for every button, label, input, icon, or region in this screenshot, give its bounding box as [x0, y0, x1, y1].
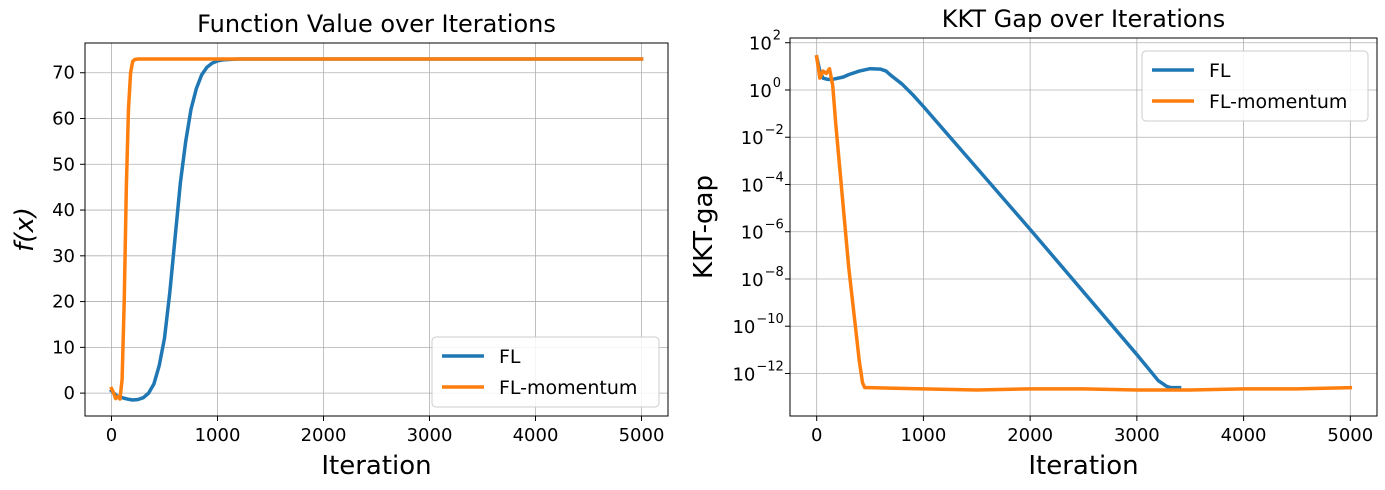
y-tick-label-exponent: −2	[765, 123, 784, 138]
y-tick-label-base: 10	[741, 270, 764, 291]
y-tick-label: 40	[52, 200, 75, 221]
y-tick-label-exponent: 0	[773, 76, 781, 91]
x-tick-label: 0	[811, 425, 822, 446]
y-tick-label: 30	[52, 246, 75, 267]
y-tick-label: 70	[52, 63, 75, 84]
y-tick-label: 10	[52, 337, 75, 358]
legend: FL FL-momentum	[431, 336, 660, 408]
x-tick-label: 3000	[407, 425, 453, 446]
y-tick-label: 50	[52, 154, 75, 175]
y-tick-label-exponent: 2	[773, 29, 781, 44]
chart-title: Function Value over Iterations	[197, 10, 556, 38]
series-group	[109, 57, 644, 402]
x-tick-label: 4000	[1221, 425, 1267, 446]
y-tick-label-base: 10	[732, 317, 755, 338]
x-axis-label: Iteration	[321, 451, 431, 481]
x-tick-label: 0	[106, 425, 117, 446]
y-tick-label: 0	[64, 383, 75, 404]
y-tick-label: 20	[52, 292, 75, 313]
y-tick-label-base: 10	[741, 223, 764, 244]
legend: FL FL-momentum	[1141, 50, 1369, 122]
y-tick-label-exponent: −10	[756, 312, 783, 327]
x-tick-label: 5000	[1327, 425, 1373, 446]
series-line-fl-momentum	[109, 57, 644, 401]
axes-frame	[789, 37, 1378, 417]
y-axis-label: f(x)	[10, 207, 40, 252]
x-tick-label: 5000	[619, 425, 665, 446]
series-line-fl-momentum	[814, 54, 1353, 392]
y-tick-label-exponent: −8	[765, 265, 784, 280]
y-tick-label-base: 10	[732, 364, 755, 385]
chart-title: KKT Gap over Iterations	[942, 5, 1226, 33]
legend-label: FL	[499, 346, 521, 368]
legend-label: FL-momentum	[499, 377, 637, 399]
x-tick-label: 3000	[1114, 425, 1160, 446]
y-tick-label-exponent: −12	[756, 359, 783, 374]
y-tick-label-base: 10	[741, 175, 764, 196]
x-tick-label: 1000	[195, 425, 241, 446]
y-tick-label-base: 10	[749, 81, 772, 102]
legend-box	[431, 336, 660, 408]
x-tick-label: 4000	[513, 425, 559, 446]
y-tick-label: 60	[52, 109, 75, 130]
y-tick-label-exponent: −6	[765, 218, 784, 233]
y-tick-label-exponent: −4	[765, 170, 784, 185]
legend-box	[1141, 50, 1369, 122]
legend-label: FL	[1209, 60, 1231, 82]
series-group	[814, 54, 1353, 392]
y-tick-label-base: 10	[741, 128, 764, 149]
y-axis-label: KKT-gap	[689, 175, 719, 279]
x-tick-label: 1000	[901, 425, 947, 446]
axes-frame	[84, 42, 669, 417]
x-tick-label: 2000	[301, 425, 347, 446]
function-value-panel: 0 1000 2000 3000 4000 5000 0 10 20 30 40 50 60 70 Func…	[10, 10, 669, 481]
legend-label: FL-momentum	[1209, 91, 1347, 113]
x-axis-label: Iteration	[1028, 451, 1138, 481]
x-tick-label: 2000	[1007, 425, 1053, 446]
y-tick-label-base: 10	[749, 34, 772, 55]
